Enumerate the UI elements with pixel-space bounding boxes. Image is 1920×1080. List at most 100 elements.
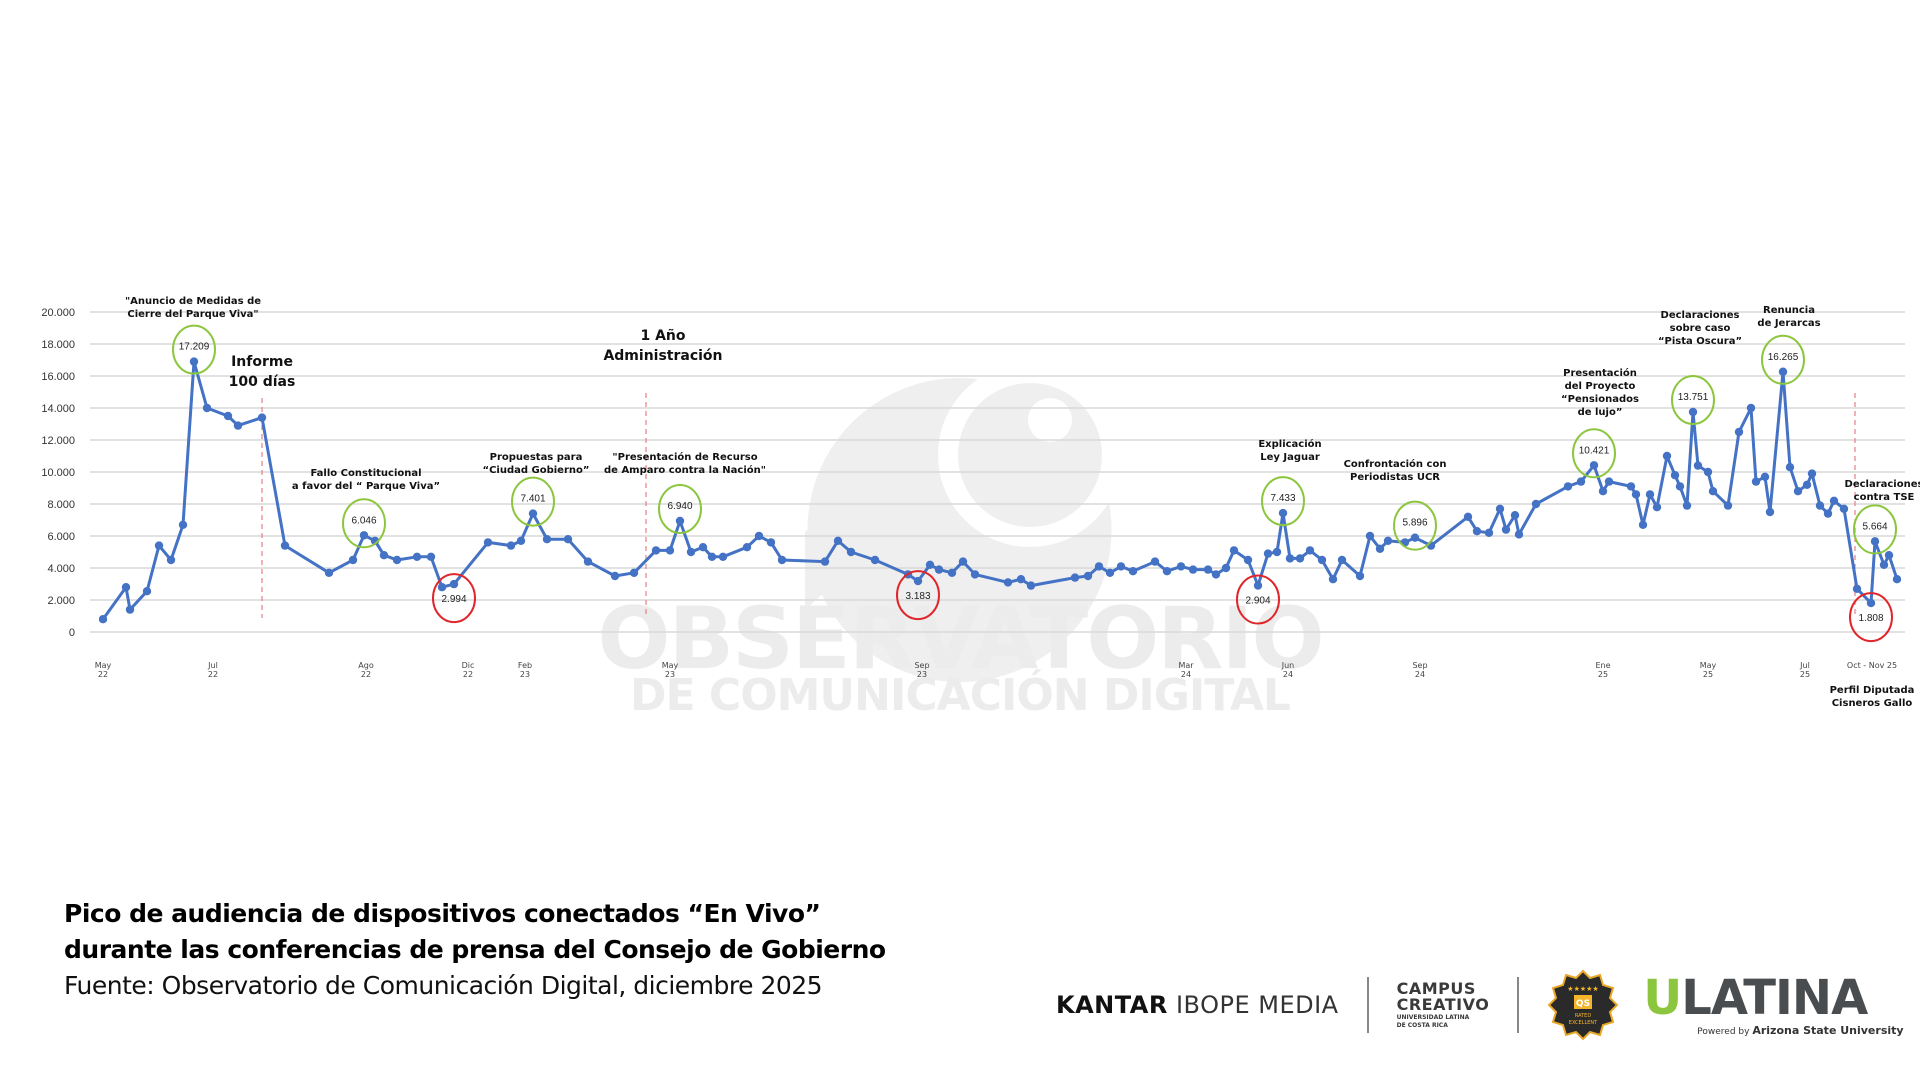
data-point — [1815, 501, 1825, 510]
data-point — [1645, 490, 1655, 499]
logo-strip: KANTAR IBOPE MEDIA CAMPUS CREATIVO UNIVE… — [1056, 969, 1904, 1041]
data-point — [1510, 511, 1520, 520]
data-point — [1278, 508, 1288, 518]
peak-highlight-circle — [1572, 428, 1616, 479]
event-annotation: "Presentación de Recurso — [612, 451, 757, 463]
watermark-line-2: DE COMUNICACIÓN DIGITAL — [630, 668, 1290, 721]
x-tick-label: 23 — [520, 670, 530, 679]
event-annotation: Administración — [603, 348, 722, 364]
event-annotation: 100 días — [229, 374, 296, 390]
event-annotation: sobre caso — [1670, 323, 1731, 334]
data-point — [1652, 503, 1662, 512]
data-point — [1638, 520, 1648, 529]
data-point — [178, 520, 188, 529]
event-annotation: Ley Jaguar — [1260, 452, 1320, 463]
x-tick-label: 25 — [1703, 670, 1713, 679]
data-point — [1892, 575, 1902, 584]
event-annotation: Cisneros Gallo — [1832, 698, 1913, 709]
data-point — [483, 538, 493, 547]
x-tick-label: Sep — [914, 661, 929, 670]
data-point — [98, 615, 108, 624]
y-axis-ticks: 0 2.000 4.000 6.000 8.000 10.000 12.000 14.000 1… — [41, 307, 75, 639]
data-point — [1305, 546, 1315, 555]
data-point — [1703, 467, 1713, 477]
data-point — [223, 411, 233, 421]
highlight-value-label: 7.433 — [1270, 493, 1295, 504]
data-point — [1604, 477, 1614, 486]
event-annotation: "Anuncio de Medidas de — [125, 296, 261, 307]
data-point — [1785, 463, 1795, 472]
campus-sub-1: UNIVERSIDAD LATINA — [1396, 1014, 1470, 1021]
data-point — [1263, 549, 1273, 558]
event-annotation: Perfil Diputada — [1830, 685, 1915, 696]
svg-text:QS: QS — [1576, 999, 1590, 1009]
kantar-ibope-logo: KANTAR IBOPE MEDIA — [1056, 991, 1339, 1019]
x-tick-label: May — [95, 661, 112, 670]
x-tick-label: 24 — [1181, 670, 1191, 679]
x-tick-label: Mar — [1178, 661, 1194, 670]
x-tick-label: Ago — [358, 661, 374, 670]
data-point — [1708, 487, 1718, 496]
x-tick-label: Sep — [1412, 661, 1427, 670]
highlight-value-label: 2.904 — [1245, 596, 1270, 607]
data-point — [1734, 427, 1744, 437]
data-point — [1495, 504, 1505, 513]
y-tick-label: 18.000 — [41, 339, 75, 351]
peak-highlight-circle — [1671, 374, 1715, 425]
y-tick-label: 16.000 — [41, 371, 75, 383]
event-annotation: “Pista Oscura” — [1658, 336, 1742, 347]
creativo-text: CREATIVO — [1396, 995, 1490, 1014]
data-point — [412, 552, 422, 561]
y-tick-label: 0 — [69, 627, 75, 639]
chart-title-line-2: durante las conferencias de prensa del C… — [64, 935, 886, 964]
data-point — [742, 543, 752, 552]
x-tick-label: 22 — [361, 670, 371, 679]
data-point — [154, 541, 164, 550]
x-tick-label: Feb — [518, 661, 532, 670]
low-highlight-circle — [432, 573, 476, 624]
data-point — [1682, 501, 1692, 510]
highlight-value-label: 5.896 — [1402, 518, 1427, 529]
data-point — [913, 576, 923, 586]
chart-title-line-1: Pico de audiencia de dispositivos conect… — [64, 899, 821, 928]
data-point — [379, 551, 389, 560]
data-point — [1531, 499, 1541, 509]
y-tick-label: 14.000 — [41, 403, 75, 415]
x-tick-label: May — [662, 661, 679, 670]
event-annotation: de lujo” — [1578, 407, 1623, 418]
data-point — [1229, 546, 1239, 555]
data-point — [707, 552, 717, 561]
highlight-value-label: 17.209 — [179, 342, 210, 353]
data-point — [1328, 575, 1338, 584]
highlight-value-label: 7.401 — [520, 494, 545, 505]
event-annotation: Cierre del Parque Viva" — [127, 309, 258, 320]
data-point — [1253, 581, 1263, 590]
data-point — [1879, 560, 1889, 569]
data-point — [125, 605, 135, 614]
data-point — [958, 557, 968, 566]
event-annotation: 1 Año — [640, 328, 685, 344]
x-tick-label: 23 — [665, 670, 675, 679]
data-point — [189, 357, 199, 366]
x-tick-label: Jul — [1799, 661, 1810, 670]
data-point — [1631, 490, 1641, 499]
qs-rated-excellent-badge-icon: ★★★★★ QS RATED EXCELLENT — [1547, 969, 1619, 1041]
data-point — [1211, 570, 1221, 579]
campus-sub-2: DE COSTA RICA — [1396, 1022, 1448, 1029]
event-annotation: del Proyecto — [1565, 381, 1636, 392]
data-point — [1670, 471, 1680, 480]
logo-divider — [1517, 977, 1520, 1033]
x-tick-label: Jun — [1281, 661, 1295, 670]
asu-text: Arizona State University — [1752, 1023, 1904, 1037]
event-annotation: de Jerarcas — [1757, 318, 1820, 329]
highlight-value-label: 16.265 — [1768, 352, 1799, 363]
data-point — [766, 538, 776, 547]
data-point — [1501, 525, 1511, 534]
highlight-value-label: 1.808 — [1858, 613, 1883, 624]
low-highlight-circle — [896, 570, 940, 621]
y-tick-label: 20.000 — [41, 307, 75, 319]
data-point — [1070, 573, 1080, 582]
x-tick-label: 24 — [1283, 670, 1293, 679]
x-tick-label: Dic — [462, 661, 475, 670]
